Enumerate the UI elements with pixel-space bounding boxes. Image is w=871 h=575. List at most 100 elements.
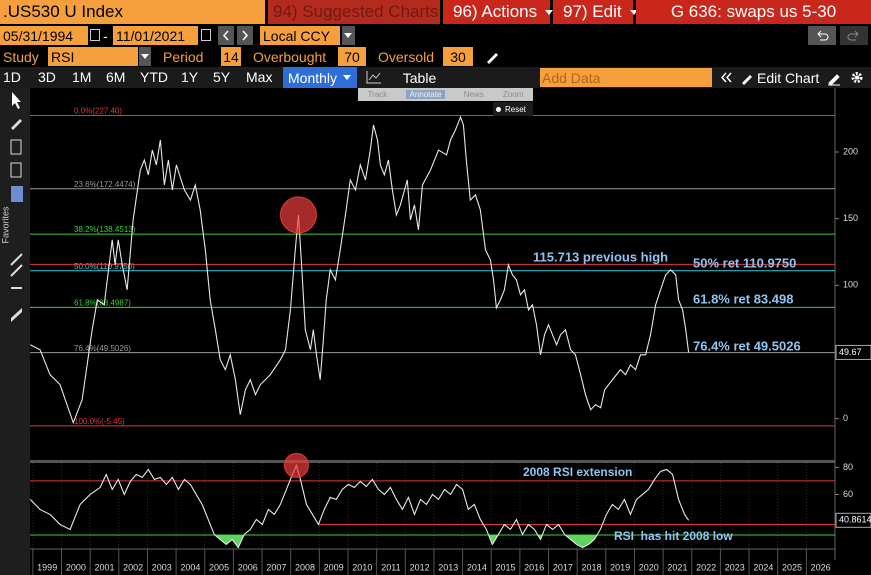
reset-button[interactable]: Reset [493, 102, 533, 116]
next-button[interactable] [237, 26, 253, 45]
chart-background [0, 88, 871, 575]
x-tick-label: 2012 [410, 562, 430, 572]
currency-dropdown[interactable] [342, 26, 355, 45]
tool-button[interactable]: News [463, 90, 484, 99]
chart-icon[interactable] [365, 69, 383, 85]
x-tick-label: 2001 [94, 562, 114, 572]
edit-icon[interactable] [739, 67, 755, 88]
series-line [30, 463, 690, 549]
period-button[interactable]: 6M [106, 69, 126, 85]
annotation: 61.8% ret 83.498 [693, 291, 793, 306]
period-button[interactable]: 1M [72, 69, 92, 85]
x-tick-label: 2017 [553, 562, 573, 572]
x-tick-label: 2004 [180, 562, 200, 572]
fib-label: 23.6%(172.4474) [74, 180, 136, 189]
period-button[interactable]: 3D [38, 69, 56, 85]
calendar-icon[interactable] [90, 29, 100, 41]
x-tick-label: 2000 [66, 562, 86, 572]
last-value-box [835, 512, 871, 528]
study-name[interactable]: RSI [48, 47, 138, 66]
date-separator: - [103, 27, 108, 44]
frequency-button[interactable]: Monthly [283, 67, 357, 88]
tool-button[interactable]: Zoom [502, 90, 524, 99]
table-button[interactable]: Table [402, 69, 437, 86]
side-icons [10, 92, 23, 322]
last-value-label: 40.8614 [839, 515, 871, 525]
oversold-value[interactable]: 30 [443, 47, 473, 66]
x-tick-label: 2025 [782, 562, 802, 572]
start-date[interactable]: 05/31/1994 [0, 26, 88, 45]
overbought-label: Overbought [253, 48, 327, 65]
x-tick-label: 1999 [37, 562, 57, 572]
end-date[interactable]: 11/01/2021 [113, 26, 198, 45]
y-tick-label: 60 [843, 489, 853, 499]
pen-icon[interactable] [11, 119, 22, 130]
y-tick-label: 80 [843, 462, 853, 472]
y-tick-label: 100 [843, 280, 858, 290]
undo-button[interactable] [808, 26, 836, 45]
text-icon[interactable] [11, 186, 23, 202]
annotation: RSI has hit 2008 low [614, 529, 733, 543]
pointer-icon[interactable] [12, 92, 21, 109]
actions-menu[interactable]: 96) Actions [443, 0, 554, 24]
x-tick-label: 2022 [696, 562, 716, 572]
edit-text[interactable]: 97) Edit [563, 2, 622, 21]
fib-icon[interactable] [10, 139, 22, 155]
y-tick-label: 0 [843, 413, 848, 423]
actions-text[interactable]: 96) Actions [453, 2, 538, 21]
fib-label: 61.8%(83.4987) [74, 298, 131, 307]
x-tick-label: 2006 [238, 562, 258, 572]
x-tick-label: 2020 [639, 562, 659, 572]
fib-label: 0.0%(227.40) [74, 107, 122, 116]
x-tick-label: 2023 [725, 562, 745, 572]
reset-text[interactable]: Reset [505, 104, 526, 114]
tool-button[interactable]: Annotate [406, 90, 445, 99]
level-icon[interactable] [10, 162, 22, 178]
tool-button[interactable]: Track [367, 90, 388, 99]
period-button[interactable]: Max [246, 69, 273, 85]
x-tick-label: 2003 [152, 562, 172, 572]
edit-menu[interactable]: 97) Edit [553, 0, 638, 24]
x-tick-label: 2010 [352, 562, 372, 572]
collapse-icon[interactable] [718, 67, 734, 88]
currency[interactable]: Local CCY [260, 26, 340, 45]
period-button[interactable]: 5Y [213, 69, 231, 85]
last-value-label: 49.67 [839, 347, 862, 357]
panel-divider [30, 460, 835, 463]
settings-icon[interactable] [849, 67, 865, 88]
annotation: 115.713 previous high [533, 249, 668, 264]
period-button[interactable]: 1D [3, 69, 21, 85]
overbought-value[interactable]: 70 [338, 47, 366, 66]
y-tick-label: 150 [843, 213, 858, 223]
highlight-circle [279, 196, 317, 234]
favorites-label[interactable]: Favorites [0, 206, 10, 244]
calendar-icon[interactable] [201, 29, 211, 41]
annotate-icon[interactable] [826, 67, 842, 88]
x-tick-label: 2011 [381, 562, 400, 572]
frequency-text[interactable]: Monthly [288, 69, 338, 86]
period-button[interactable]: YTD [140, 69, 168, 85]
x-tick-label: 2009 [324, 562, 344, 572]
fib-label: 100.0%(-5.45) [74, 417, 125, 426]
add-data-field[interactable]: Add Data [540, 68, 712, 87]
x-tick-label: 2019 [610, 562, 630, 572]
channel-icon[interactable] [11, 308, 22, 322]
pencil-icon[interactable] [484, 48, 500, 65]
x-tick-label: 2026 [811, 562, 831, 572]
prev-button[interactable] [218, 26, 234, 45]
x-tick-label: 2008 [295, 562, 315, 572]
line-icons[interactable] [10, 253, 23, 277]
redo-button[interactable] [840, 26, 868, 45]
suggested-charts[interactable]: 94) Suggested Charts [268, 0, 440, 24]
annotation: 50% ret 110.9750 [693, 255, 796, 270]
last-value-box [835, 344, 871, 360]
period-button[interactable]: 1Y [181, 69, 199, 85]
x-tick-label: 2016 [524, 562, 544, 572]
period-value[interactable]: 14 [221, 47, 241, 66]
ticker[interactable]: .US530 U Index [0, 0, 265, 24]
study-dropdown[interactable] [139, 47, 151, 66]
fib-label: 76.4%(49.5026) [74, 344, 131, 353]
edit-chart-button[interactable]: Edit Chart [757, 69, 820, 86]
